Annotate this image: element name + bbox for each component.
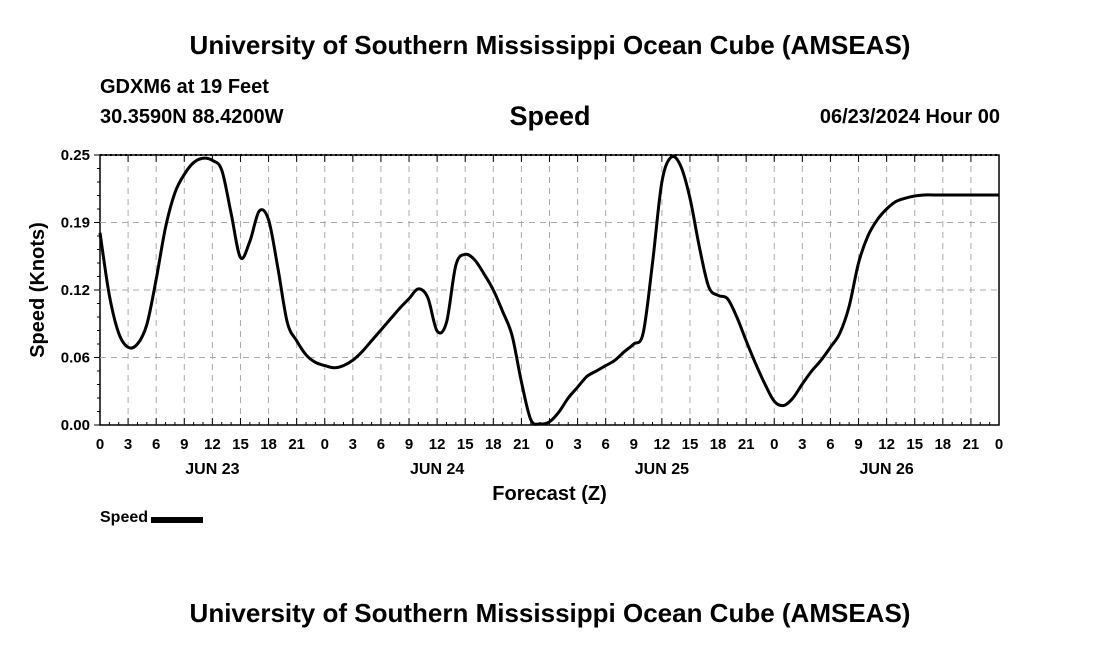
y-tick-label: 0.00 [61, 417, 90, 434]
x-tick-label: 18 [710, 436, 727, 453]
x-tick-label: 21 [738, 436, 755, 453]
y-tick-label: 0.19 [61, 215, 90, 232]
y-axis-title: Speed (Knots) [27, 222, 49, 358]
day-label: JUN 25 [635, 461, 689, 478]
variable-title: Speed [509, 101, 591, 131]
x-tick-label: 6 [826, 436, 834, 453]
forecast-date: 06/23/2024 Hour 00 [819, 106, 1000, 128]
legend: Speed [100, 509, 204, 527]
x-tick-label: 3 [573, 436, 581, 453]
coordinates-label: 30.3590N 88.4200W [100, 106, 284, 128]
x-tick-label: 0 [770, 436, 778, 453]
x-tick-label: 0 [321, 436, 329, 453]
x-tick-label: 6 [152, 436, 160, 453]
x-tick-label: 3 [349, 436, 357, 453]
x-tick-label: 15 [457, 436, 474, 453]
x-tick-label: 9 [405, 436, 413, 453]
x-tick-label: 15 [232, 436, 249, 453]
x-tick-label: 18 [934, 436, 951, 453]
x-tick-label: 15 [682, 436, 699, 453]
x-tick-label: 9 [854, 436, 862, 453]
legend-label: Speed [100, 509, 149, 526]
x-tick-label: 3 [124, 436, 132, 453]
chart-title-bottom: University of Southern Mississippi Ocean… [189, 598, 911, 628]
day-label: JUN 26 [860, 461, 914, 478]
day-label: JUN 23 [185, 461, 239, 478]
x-tick-label: 6 [377, 436, 385, 453]
x-tick-label: 21 [963, 436, 980, 453]
x-tick-label: 9 [180, 436, 188, 453]
x-tick-label: 0 [995, 436, 1003, 453]
x-tick-label: 12 [204, 436, 221, 453]
x-tick-label: 12 [429, 436, 446, 453]
x-tick-label: 0 [545, 436, 553, 453]
speed-series-line [98, 154, 999, 426]
x-tick-label: 0 [96, 436, 104, 453]
x-tick-label: 12 [878, 436, 895, 453]
x-tick-label: 3 [798, 436, 806, 453]
legend-swatch [151, 517, 204, 523]
x-tick-label: 9 [630, 436, 638, 453]
chart-title-top: University of Southern Mississippi Ocean… [189, 30, 911, 60]
x-tick-label: 6 [602, 436, 610, 453]
y-tick-label: 0.06 [61, 350, 90, 367]
day-label: JUN 24 [410, 461, 464, 478]
x-axis-title: Forecast (Z) [492, 483, 606, 505]
station-label: GDXM6 at 19 Feet [100, 76, 269, 98]
x-tick-label: 21 [513, 436, 530, 453]
x-tick-label: 18 [485, 436, 502, 453]
x-tick-label: 12 [654, 436, 671, 453]
x-tick-label: 18 [260, 436, 277, 453]
y-tick-label: 0.12 [61, 282, 90, 299]
y-tick-label: 0.25 [61, 147, 90, 164]
x-tick-label: 21 [288, 436, 305, 453]
x-tick-label: 15 [906, 436, 923, 453]
